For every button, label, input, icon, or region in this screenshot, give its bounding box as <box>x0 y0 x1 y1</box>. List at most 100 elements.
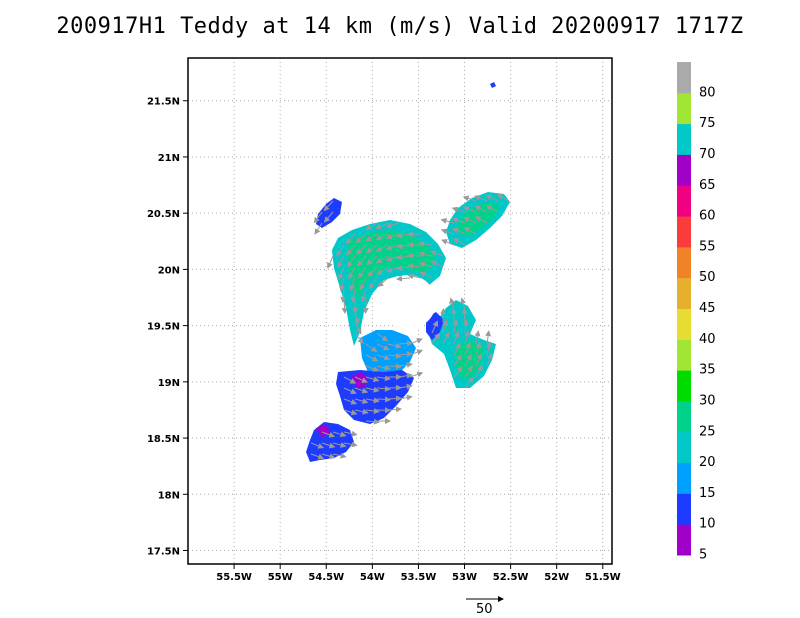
wind-vector <box>474 205 488 213</box>
colorbar-band <box>677 524 691 556</box>
colorbar-label: 55 <box>699 239 716 254</box>
wind-vector <box>462 206 477 213</box>
wind-vector <box>367 266 378 278</box>
colorbar: 5 10 15 20 25 30 35 40 45 50 55 60 65 70 75 80 <box>677 62 716 563</box>
wind-vector <box>485 205 499 213</box>
colorbar-band <box>677 216 691 248</box>
wind-vector <box>354 310 360 325</box>
wind-vector <box>376 364 391 371</box>
lon-tick-label: 54W <box>360 572 385 583</box>
wind-vector <box>429 250 444 257</box>
wind-vector <box>321 442 336 449</box>
lat-tick-label: 17.5N <box>147 547 180 558</box>
colorbar-label: 70 <box>699 147 716 162</box>
wind-vector <box>409 338 423 345</box>
longitude-labels: 55.5W 55W 54.5W 54W 53.5W 53W 52.5W 52W 51.5W <box>216 564 621 583</box>
wind-vector <box>365 376 380 383</box>
colorbar-label: 5 <box>699 548 707 563</box>
colorbar-label: 65 <box>699 178 716 193</box>
wind-vector <box>376 332 389 342</box>
wind-vector <box>321 431 336 438</box>
wind-vector <box>343 387 357 395</box>
wind-vector <box>313 211 323 224</box>
wind-vector <box>442 319 449 334</box>
wind-vector <box>365 343 378 353</box>
wind-vector <box>332 442 347 448</box>
wind-vector <box>464 342 471 356</box>
wind-vector <box>343 441 358 448</box>
wind-vector <box>387 352 402 359</box>
wind-vector <box>354 387 369 394</box>
colorbar-label: 75 <box>699 116 716 131</box>
wind-vector <box>332 452 347 459</box>
wind-vector <box>387 406 402 413</box>
wind-vector <box>407 231 422 238</box>
lon-tick-label: 53.5W <box>401 572 437 583</box>
wind-vector <box>343 409 358 416</box>
wind-vector <box>365 244 378 254</box>
plot-frame <box>187 57 613 565</box>
colorbar-label: 45 <box>699 301 716 316</box>
colorbar-label: 50 <box>699 270 716 285</box>
wind-vector <box>346 244 356 256</box>
wind-vector <box>453 366 463 378</box>
wind-vector <box>338 266 345 281</box>
wind-vector <box>327 255 334 269</box>
storm-eye <box>380 275 436 329</box>
lon-tick-label: 53W <box>452 572 477 583</box>
colorbar-label: 15 <box>699 486 716 501</box>
colorbar-band <box>677 462 691 494</box>
wind-vector <box>314 222 323 235</box>
wind-vector <box>464 353 472 367</box>
colorbar-band <box>677 62 691 94</box>
wind-vector <box>368 277 378 290</box>
wind-vector <box>376 375 391 382</box>
lat-tick-label: 21N <box>158 153 180 164</box>
wind-vector <box>387 342 402 349</box>
wind-swath-south-purple <box>352 372 368 388</box>
wind-vector <box>463 216 477 224</box>
wind-vector <box>310 453 325 460</box>
wind-vector <box>452 238 466 246</box>
wind-vector <box>474 216 488 224</box>
wind-vector <box>377 277 389 288</box>
wind-vector <box>343 376 357 384</box>
wind-vector <box>431 332 441 345</box>
colorbar-band <box>677 400 691 433</box>
wind-vector <box>452 227 466 235</box>
wind-vector <box>398 383 413 390</box>
wind-swath-southwest <box>360 330 416 376</box>
wind-vector <box>359 277 367 291</box>
colorbar-label: 20 <box>699 455 716 470</box>
colorbar-band <box>677 339 691 371</box>
wind-vector <box>355 244 367 255</box>
wind-vector <box>398 361 413 368</box>
wind-vector <box>463 227 477 235</box>
wind-vector <box>349 277 356 292</box>
colorbar-label: 25 <box>699 424 716 439</box>
wind-swath-southwest-far-purple <box>316 424 330 438</box>
latitude-labels: 17.5N 18N 18.5N 19N 19.5N 20N 20.5N 21N 21.5N <box>147 97 188 558</box>
wind-vector <box>385 222 400 229</box>
wind-vector <box>343 430 358 437</box>
wind-vector <box>340 288 347 303</box>
colorbar-band <box>677 493 691 525</box>
wind-vector <box>365 397 380 404</box>
wind-vector <box>345 233 356 245</box>
colorbar-band <box>677 123 691 155</box>
wind-vector <box>343 398 358 405</box>
plot-title: 200917H1 Teddy at 14 km (m/s) Valid 2020… <box>56 14 744 39</box>
wind-vector <box>387 363 402 370</box>
wind-vector <box>365 233 378 242</box>
wind-vector <box>474 195 488 202</box>
wind-vector <box>323 211 334 223</box>
colorbar-band <box>677 185 691 217</box>
wind-vector <box>442 331 450 345</box>
wind-swath-south <box>336 370 414 424</box>
wind-vector <box>387 395 402 402</box>
lat-tick-label: 20.5N <box>147 209 180 220</box>
wind-vector <box>339 277 345 292</box>
wind-vector <box>398 340 413 347</box>
wind-vector <box>475 353 482 367</box>
wind-vector <box>365 386 380 393</box>
